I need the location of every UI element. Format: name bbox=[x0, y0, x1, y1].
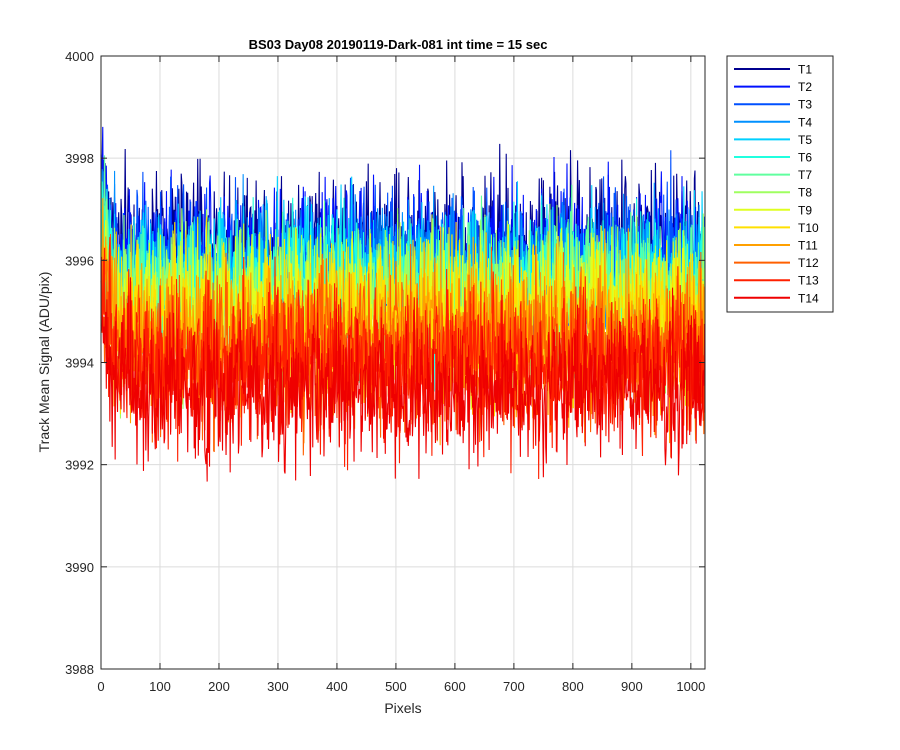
legend-label-t5: T5 bbox=[798, 133, 812, 147]
legend: T1 T2 T3 T4 T5 T6 T7 T8 T9 T10 T11 T12 T13 T14 bbox=[726, 55, 834, 313]
x-tick-label: 800 bbox=[562, 679, 584, 694]
x-tick-label: 600 bbox=[444, 679, 466, 694]
legend-label-t12: T12 bbox=[798, 256, 819, 270]
x-tick-label: 900 bbox=[621, 679, 643, 694]
x-tick-label: 300 bbox=[267, 679, 289, 694]
y-tick-label: 4000 bbox=[65, 49, 94, 64]
x-tick-label: 100 bbox=[149, 679, 171, 694]
series-lines bbox=[100, 126, 705, 482]
legend-label-t8: T8 bbox=[798, 186, 812, 200]
legend-label-t10: T10 bbox=[798, 221, 819, 235]
legend-label-t14: T14 bbox=[798, 291, 819, 305]
legend-label-t6: T6 bbox=[798, 151, 812, 165]
y-tick-label: 3988 bbox=[65, 662, 94, 677]
series-line-t14 bbox=[100, 277, 705, 482]
y-tick-label: 3998 bbox=[65, 151, 94, 166]
legend-label-t3: T3 bbox=[798, 98, 812, 112]
x-tick-label: 400 bbox=[326, 679, 348, 694]
legend-label-t9: T9 bbox=[798, 203, 812, 217]
chart-title: BS03 Day08 20190119-Dark-081 int time = … bbox=[249, 37, 548, 52]
legend-box bbox=[726, 55, 834, 313]
y-axis-label: Track Mean Signal (ADU/pix) bbox=[36, 272, 52, 453]
x-axis-label: Pixels bbox=[384, 700, 421, 716]
x-tick-label: 200 bbox=[208, 679, 230, 694]
legend-label-t1: T1 bbox=[798, 63, 812, 77]
legend-label-t7: T7 bbox=[798, 168, 812, 182]
y-tick-label: 3994 bbox=[65, 356, 94, 371]
x-axis: 0 100 200 300 400 500 600 700 800 900 1000 bbox=[97, 56, 705, 694]
legend-label-t13: T13 bbox=[798, 274, 819, 288]
x-tick-label: 700 bbox=[503, 679, 525, 694]
x-tick-label: 0 bbox=[97, 679, 104, 694]
legend-label-t4: T4 bbox=[798, 115, 812, 129]
x-tick-label: 1000 bbox=[676, 679, 705, 694]
y-tick-label: 3996 bbox=[65, 253, 94, 268]
y-axis: 3988 3990 3992 3994 3996 3998 4000 bbox=[65, 49, 705, 677]
y-tick-label: 3990 bbox=[65, 560, 94, 575]
legend-label-t2: T2 bbox=[798, 80, 812, 94]
x-tick-label: 500 bbox=[385, 679, 407, 694]
legend-label-t11: T11 bbox=[798, 239, 818, 253]
y-tick-label: 3992 bbox=[65, 458, 94, 473]
